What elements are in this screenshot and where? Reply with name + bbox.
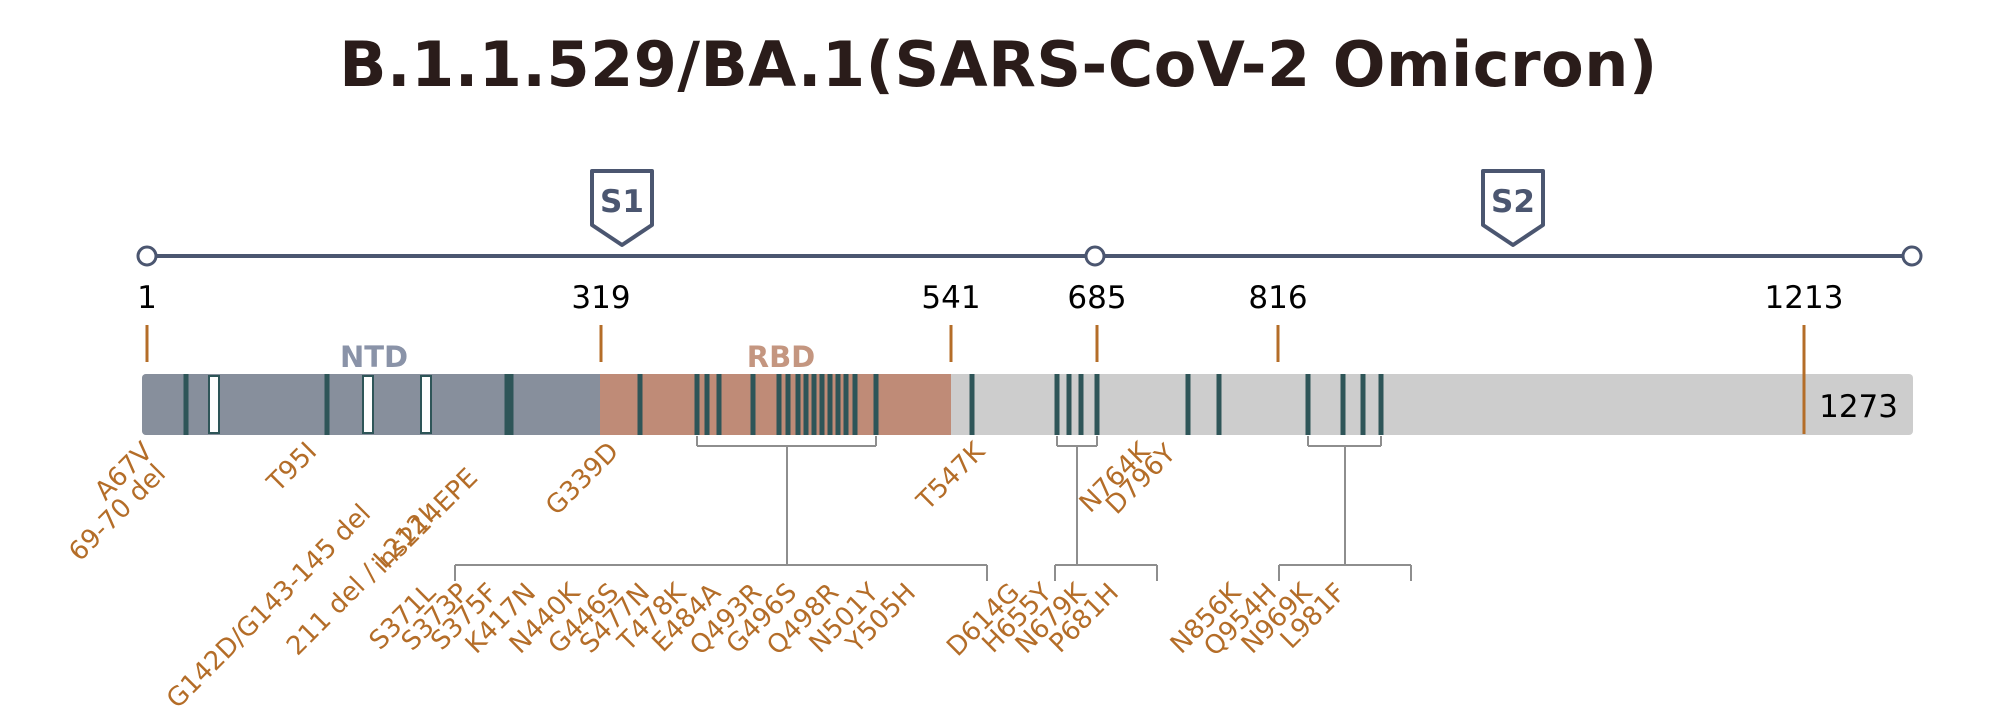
rbd-domain — [600, 374, 951, 435]
mutation-mark — [803, 374, 809, 435]
mutation-mark — [704, 374, 710, 435]
mutation-mark — [1185, 374, 1191, 435]
mutation-mark — [637, 374, 643, 435]
subunit-marker-s2 — [1481, 169, 1545, 247]
subunit-label-s2: S2 — [1491, 184, 1535, 220]
mutation-mark — [183, 374, 189, 435]
mutation-mark — [795, 374, 801, 435]
position-label: 319 — [571, 280, 630, 316]
subunit-marker-s1 — [590, 169, 654, 247]
axis-node — [1901, 245, 1923, 267]
end-position-label: 1273 — [1819, 389, 1898, 425]
diagram-title: B.1.1.529/BA.1(SARS-CoV-2 Omicron) — [339, 28, 1658, 101]
mutation-mark — [1305, 374, 1311, 435]
position-label: 1 — [137, 280, 157, 316]
mutation-mark — [811, 374, 817, 435]
mutation-mark — [785, 374, 791, 435]
mutation-mark — [1078, 374, 1084, 435]
mutation-mark — [827, 374, 833, 435]
deletion-mark — [208, 375, 220, 434]
mutation-mark — [750, 374, 756, 435]
mutation-mark — [1340, 374, 1346, 435]
mutation-mark — [776, 374, 782, 435]
mutation-label: T95I — [261, 437, 323, 499]
mutation-mark — [1094, 374, 1100, 435]
furin-mutation-bracket — [1054, 436, 1158, 581]
axis-node — [1084, 245, 1106, 267]
position-label: 816 — [1248, 280, 1307, 316]
mutation-label: ins214EPE — [367, 463, 484, 580]
domain-label-ntd: NTD — [340, 340, 408, 374]
mutation-mark — [694, 374, 700, 435]
position-label: 1213 — [1765, 280, 1844, 316]
domain-label-rbd: RBD — [747, 340, 816, 374]
subunit-label-s1: S1 — [600, 184, 644, 220]
mutation-mark — [843, 374, 849, 435]
mutation-label: T547K — [911, 436, 992, 517]
mutation-mark — [969, 374, 975, 435]
mutation-mark — [1378, 374, 1384, 435]
position-label: 541 — [921, 280, 980, 316]
axis-node — [136, 245, 158, 267]
mutation-label: G339D — [540, 437, 625, 522]
position-label: 685 — [1067, 280, 1126, 316]
deletion-mark — [420, 375, 432, 434]
rbd-mutation-bracket — [454, 436, 988, 581]
mutation-mark — [852, 374, 858, 435]
mutation-mark — [1054, 374, 1060, 435]
mutation-mark — [716, 374, 722, 435]
mutation-mark — [1360, 374, 1366, 435]
mutation-mark — [819, 374, 825, 435]
deletion-mark — [362, 375, 374, 434]
mutation-mark — [1216, 374, 1222, 435]
mutation-mark — [324, 374, 330, 435]
mutation-mark — [504, 374, 514, 435]
mutation-mark — [1066, 374, 1072, 435]
mutation-mark — [873, 374, 879, 435]
mutation-mark — [835, 374, 841, 435]
s2-mutation-bracket — [1278, 436, 1412, 581]
